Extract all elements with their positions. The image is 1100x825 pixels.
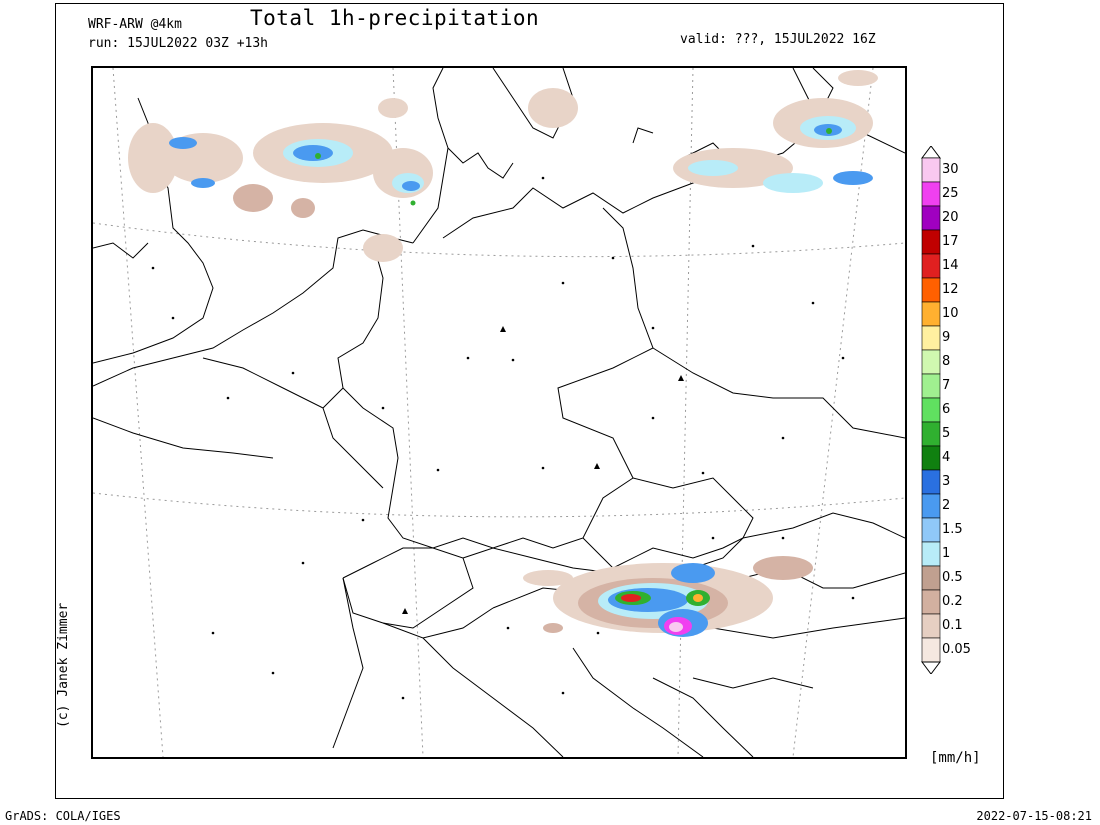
legend-label: 14	[942, 258, 959, 273]
legend-swatch	[921, 301, 941, 327]
chart-title: Total 1h-precipitation	[250, 6, 540, 30]
legend-label: 8	[942, 354, 951, 369]
legend-label: 20	[942, 210, 959, 225]
legend-swatch	[921, 229, 941, 255]
legend-swatch	[921, 565, 941, 591]
legend-label: 6	[942, 402, 951, 417]
legend-label: 25	[942, 186, 959, 201]
legend-swatch	[921, 613, 941, 639]
legend-label: 2	[942, 498, 951, 513]
legend-arrow-bottom	[921, 661, 941, 674]
legend-label: 0.5	[942, 570, 963, 585]
legend-label: 10	[942, 306, 959, 321]
copyright-credit: (c) Janek Zimmer	[56, 602, 71, 728]
legend-label: 12	[942, 282, 959, 297]
model-label: WRF-ARW @4km	[88, 17, 182, 32]
precipitation-map	[91, 66, 907, 759]
legend-arrow-top	[921, 146, 941, 159]
legend-label: 7	[942, 378, 951, 393]
legend-swatch	[921, 637, 941, 663]
timestamp: 2022-07-15-08:21	[976, 809, 1092, 823]
software-credit: GrADS: COLA/IGES	[5, 809, 121, 823]
legend-label: 0.05	[942, 642, 971, 657]
legend-swatch	[921, 421, 941, 447]
legend-swatch	[921, 205, 941, 231]
precip-alps	[523, 556, 813, 637]
legend-label: 9	[942, 330, 951, 345]
legend-swatch	[921, 373, 941, 399]
legend-swatch	[921, 445, 941, 471]
run-label: run: 15JUL2022 03Z +13h	[88, 36, 269, 51]
legend-colorbar	[921, 146, 941, 674]
legend-swatch	[921, 349, 941, 375]
legend-label: 30	[942, 162, 959, 177]
legend-swatch	[921, 253, 941, 279]
legend-swatch	[921, 325, 941, 351]
precip-baltic	[528, 70, 878, 193]
plot-frame	[55, 3, 1004, 799]
legend-swatch	[921, 157, 941, 183]
legend-label: 1	[942, 546, 951, 561]
legend-swatch	[921, 517, 941, 543]
legend-swatch	[921, 277, 941, 303]
color-legend: 30 25 20 17 14 12 10 9 8 7 6 5 4 3 2 1.5 1 0.5 0.2 0.1 0.05	[920, 146, 1000, 676]
legend-swatch	[921, 469, 941, 495]
legend-swatch	[921, 397, 941, 423]
legend-swatch	[921, 541, 941, 567]
legend-label: 0.2	[942, 594, 963, 609]
precip-north-sea	[128, 98, 433, 262]
legend-label: 3	[942, 474, 951, 489]
legend-swatch	[921, 181, 941, 207]
legend-swatch	[921, 493, 941, 519]
valid-time-label: valid: ???, 15JUL2022 16Z	[680, 32, 876, 47]
unit-label: [mm/h]	[930, 750, 981, 766]
legend-label: 5	[942, 426, 951, 441]
legend-label: 0.1	[942, 618, 963, 633]
legend-swatch	[921, 589, 941, 615]
city-dots	[151, 176, 855, 700]
legend-label: 1.5	[942, 522, 963, 537]
legend-label: 17	[942, 234, 959, 249]
legend-label: 4	[942, 450, 951, 465]
